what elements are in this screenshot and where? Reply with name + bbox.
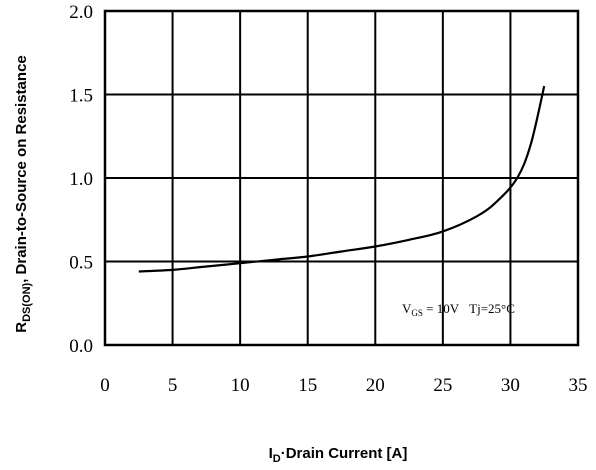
x-axis-title: ID·Drain Current [A] [269,445,408,465]
x-axis-title-rest: ·Drain Current [A] [281,445,408,462]
conditions-annotation: VGS = 10V Tj=25°C [402,301,515,318]
x-tick-label: 0 [100,375,110,396]
x-tick-label: 20 [366,375,385,396]
y-tick-label: 2.0 [69,2,93,23]
x-axis-title-sub: D [273,453,281,465]
y-axis-title-sub: DS(ON) [21,282,33,321]
x-axis-title-main: I [269,445,273,462]
series-line [138,85,546,273]
annotation-v-sub: GS [411,308,423,318]
x-tick-label: 35 [569,375,588,396]
y-tick-label: 0.5 [69,253,93,274]
x-tick-label: 15 [298,375,317,396]
annotation-tj: Tj=25°C [469,301,515,316]
annotation-v: V [402,301,412,316]
plot-border [103,9,580,347]
x-tick-label: 25 [433,375,452,396]
y-tick-label: 0.0 [69,336,93,357]
y-axis-title: RDS(ON), Drain-to-Source on Resistance [13,55,33,333]
y-axis-title-main: R [13,322,30,333]
x-tick-label: 10 [231,375,250,396]
y-axis-title-rest: , Drain-to-Source on Resistance [13,55,30,283]
y-tick-label: 1.0 [69,169,93,190]
annotation-v-value: = 10V [423,301,460,316]
y-tick-label: 1.5 [69,86,93,107]
y-tick-labels: 0.0 0.5 1.0 1.5 2.0 [69,2,93,357]
x-tick-label: 30 [501,375,520,396]
x-tick-labels: 0 5 10 15 20 25 30 35 [100,375,587,396]
x-tick-label: 5 [168,375,178,396]
grid [104,10,579,346]
